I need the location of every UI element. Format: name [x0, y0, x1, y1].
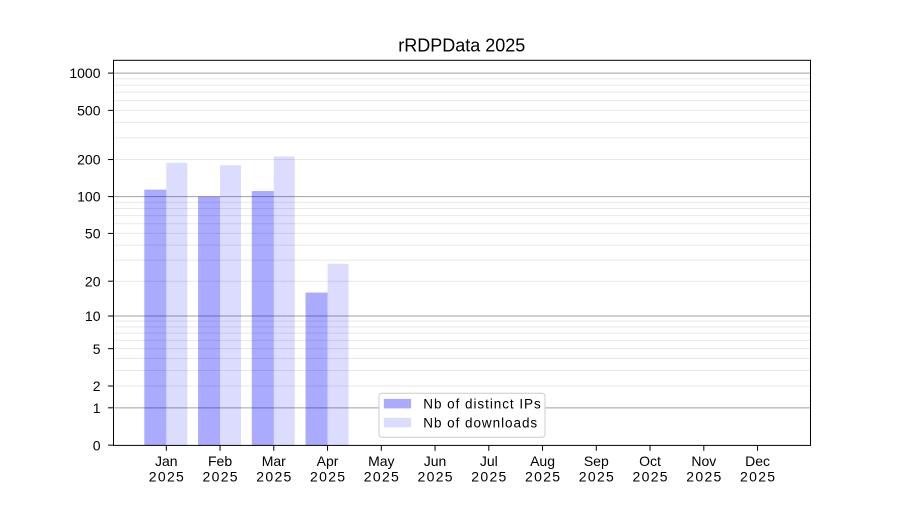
svg-text:Oct: Oct	[639, 453, 661, 469]
svg-text:Nb of downloads: Nb of downloads	[423, 415, 538, 430]
svg-text:2025: 2025	[418, 469, 454, 485]
svg-text:2025: 2025	[686, 469, 722, 485]
svg-text:2025: 2025	[525, 469, 561, 485]
svg-text:20: 20	[85, 273, 101, 289]
svg-text:2: 2	[93, 378, 101, 394]
svg-text:2025: 2025	[203, 469, 239, 485]
svg-text:2025: 2025	[740, 469, 776, 485]
svg-text:Jul: Jul	[480, 453, 498, 469]
svg-text:2025: 2025	[364, 469, 400, 485]
svg-text:50: 50	[85, 226, 101, 242]
svg-text:0: 0	[93, 437, 101, 453]
svg-text:Feb: Feb	[208, 453, 232, 469]
svg-text:200: 200	[77, 152, 101, 168]
svg-text:2025: 2025	[633, 469, 669, 485]
svg-text:Nb of distinct IPs: Nb of distinct IPs	[423, 396, 541, 411]
svg-text:rRDPData 2025: rRDPData 2025	[398, 35, 525, 55]
svg-text:2025: 2025	[579, 469, 615, 485]
svg-text:10: 10	[85, 308, 101, 324]
svg-text:May: May	[368, 453, 394, 469]
svg-text:5: 5	[93, 341, 101, 357]
svg-text:Apr: Apr	[317, 453, 339, 469]
svg-text:2025: 2025	[310, 469, 346, 485]
svg-text:100: 100	[77, 189, 101, 205]
svg-text:Sep: Sep	[584, 453, 609, 469]
svg-text:2025: 2025	[149, 469, 185, 485]
svg-text:Jun: Jun	[424, 453, 447, 469]
svg-text:Dec: Dec	[745, 453, 770, 469]
svg-text:Aug: Aug	[530, 453, 555, 469]
svg-text:1: 1	[93, 400, 101, 416]
svg-text:2025: 2025	[471, 469, 507, 485]
svg-text:Nov: Nov	[691, 453, 716, 469]
svg-text:Mar: Mar	[262, 453, 286, 469]
svg-text:Jan: Jan	[155, 453, 178, 469]
svg-text:1000: 1000	[69, 65, 100, 81]
svg-text:2025: 2025	[256, 469, 292, 485]
svg-text:500: 500	[77, 102, 101, 118]
